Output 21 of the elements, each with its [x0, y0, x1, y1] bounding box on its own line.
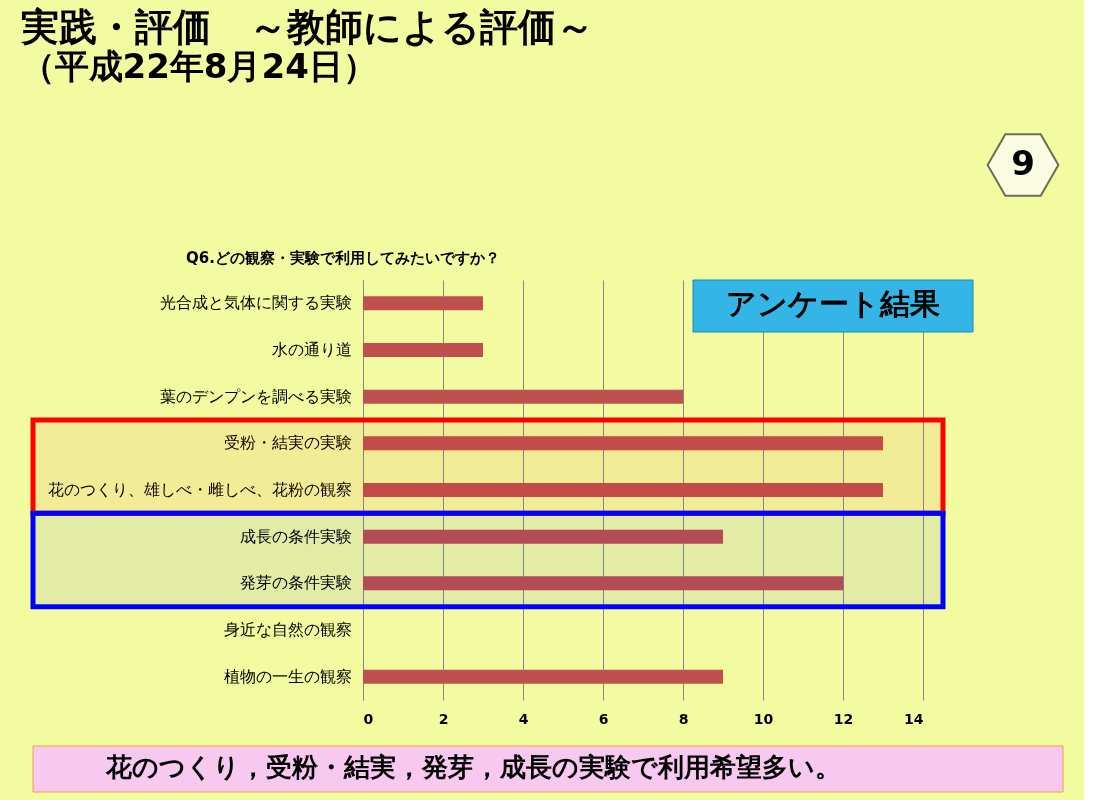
x-tick-label: 0: [363, 710, 374, 727]
y-tick-label: 受粉・結実の実験: [223, 433, 352, 453]
x-tick-label: 2: [438, 710, 449, 727]
x-tick-label: 14: [904, 710, 924, 727]
x-tick-label: 12: [833, 710, 854, 727]
x-tick-label: 6: [598, 710, 609, 727]
x-tick-label: 10: [753, 710, 774, 727]
y-tick-label: 発芽の条件実験: [239, 573, 352, 593]
y-tick-label: 花のつくり、雄しべ・雌しべ、花粉の観察: [47, 480, 352, 499]
y-tick-label: 身近な自然の観察: [223, 620, 352, 639]
y-tick-label: 光合成と気体に関する実験: [159, 293, 352, 313]
text: 9: [1011, 143, 1035, 183]
y-tick-label: 水の通り道: [271, 340, 352, 359]
y-tick-label: 葉のデンプンを調べる実験: [159, 386, 352, 406]
annotation: アンケート結果: [726, 286, 940, 321]
y-tick-label: 植物の一生の観察: [223, 666, 352, 686]
x-tick-label: 4: [518, 710, 529, 727]
text: Q6.どの観察・実験で利用してみたいですか？: [186, 249, 500, 267]
x-tick-label: 8: [678, 710, 689, 727]
y-tick-label: 成長の条件実験: [239, 526, 352, 546]
text: 花のつくり，受粉・結実，発芽，成長の実験で利用希望多い。: [104, 752, 841, 782]
